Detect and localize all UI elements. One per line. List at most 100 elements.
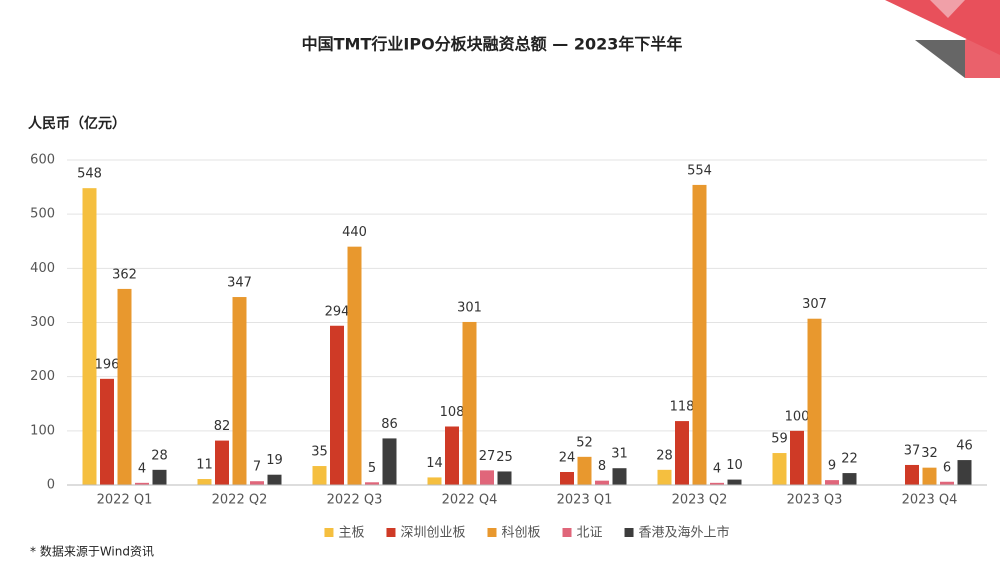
value-label: 32 — [921, 446, 938, 461]
y-tick-label: 0 — [47, 478, 55, 493]
decor — [915, 40, 965, 78]
legend-swatch — [487, 528, 497, 537]
value-label: 10 — [726, 458, 743, 473]
bar — [365, 482, 379, 485]
legend-swatch — [324, 528, 334, 537]
value-label: 86 — [381, 417, 398, 432]
value-label: 548 — [77, 167, 102, 182]
value-label: 24 — [559, 451, 576, 466]
value-label: 11 — [196, 458, 213, 473]
value-label: 8 — [598, 459, 606, 474]
x-tick-label: 2022 Q3 — [327, 493, 383, 508]
bar — [692, 184, 707, 485]
y-tick-label: 400 — [30, 261, 55, 276]
value-label: 37 — [904, 443, 921, 458]
bar — [312, 466, 327, 485]
value-label: 35 — [311, 445, 328, 460]
y-axis-title: 人民币（亿元） — [28, 115, 126, 132]
y-tick-label: 600 — [30, 153, 55, 168]
bar — [807, 318, 822, 485]
value-label: 196 — [95, 357, 120, 372]
value-label: 362 — [112, 267, 137, 282]
legend-label: 香港及海外上市 — [639, 525, 730, 541]
y-tick-label: 500 — [30, 207, 55, 222]
bar — [445, 426, 459, 485]
bar — [905, 464, 919, 485]
bar — [427, 477, 442, 485]
bar — [347, 246, 362, 485]
bar — [727, 479, 742, 485]
bar — [135, 482, 149, 485]
value-label: 307 — [802, 297, 827, 312]
legend-label: 科创板 — [501, 526, 540, 541]
bar — [957, 460, 972, 485]
value-label: 108 — [440, 405, 465, 420]
bar — [497, 471, 512, 485]
bar — [462, 321, 477, 485]
decor — [965, 20, 1000, 78]
bar — [577, 456, 592, 485]
footnote: * 数据来源于Wind资讯 — [30, 544, 154, 559]
bar — [232, 297, 247, 485]
value-label: 347 — [227, 276, 252, 291]
bar — [595, 480, 609, 485]
value-label: 6 — [943, 460, 951, 475]
legend-label: 深圳创业板 — [400, 526, 465, 541]
bar — [250, 481, 264, 485]
value-label: 9 — [828, 459, 836, 474]
bar — [152, 469, 167, 485]
bar — [480, 470, 494, 485]
bar — [267, 474, 282, 485]
x-tick-label: 2022 Q2 — [212, 493, 268, 508]
value-label: 4 — [138, 461, 146, 476]
bar — [675, 421, 689, 485]
y-tick-label: 200 — [30, 369, 55, 384]
value-label: 27 — [479, 449, 496, 464]
bar — [612, 468, 627, 485]
value-label: 46 — [956, 439, 973, 454]
bar — [215, 440, 229, 485]
value-label: 28 — [656, 448, 673, 463]
legend-label: 主板 — [338, 526, 364, 541]
value-label: 301 — [457, 300, 482, 315]
value-label: 118 — [670, 400, 695, 415]
value-label: 294 — [325, 304, 350, 319]
bar — [922, 467, 937, 485]
value-label: 22 — [841, 452, 858, 467]
legend-swatch — [624, 528, 634, 537]
bar — [100, 378, 114, 485]
legend-swatch — [562, 528, 572, 537]
bar — [842, 473, 857, 485]
value-label: 100 — [785, 409, 810, 424]
bar — [330, 325, 344, 485]
value-label: 4 — [713, 461, 721, 476]
bar — [710, 482, 724, 485]
legend-swatch — [386, 528, 396, 537]
bar — [560, 472, 574, 485]
x-tick-label: 2023 Q2 — [672, 493, 728, 508]
value-label: 5 — [368, 461, 376, 476]
y-tick-label: 100 — [30, 423, 55, 438]
value-label: 554 — [687, 163, 712, 178]
chart-title: 中国TMT行业IPO分板块融资总额 — 2023年下半年 — [302, 35, 683, 54]
bar — [772, 453, 787, 485]
bar — [825, 480, 839, 485]
bar — [117, 288, 132, 485]
value-label: 440 — [342, 225, 367, 240]
bar — [790, 430, 804, 485]
value-label: 14 — [426, 456, 443, 471]
bar — [382, 438, 397, 485]
x-tick-label: 2022 Q4 — [442, 493, 498, 508]
x-tick-label: 2023 Q3 — [787, 493, 843, 508]
bar — [82, 188, 97, 485]
x-tick-label: 2023 Q1 — [557, 493, 613, 508]
value-label: 31 — [611, 447, 628, 462]
y-tick-label: 300 — [30, 315, 55, 330]
value-label: 28 — [151, 448, 168, 463]
value-label: 82 — [214, 419, 231, 434]
bar — [197, 479, 212, 485]
x-tick-label: 2023 Q4 — [902, 493, 958, 508]
value-label: 59 — [771, 432, 788, 447]
legend-label: 北证 — [577, 526, 603, 541]
bar — [657, 469, 672, 485]
